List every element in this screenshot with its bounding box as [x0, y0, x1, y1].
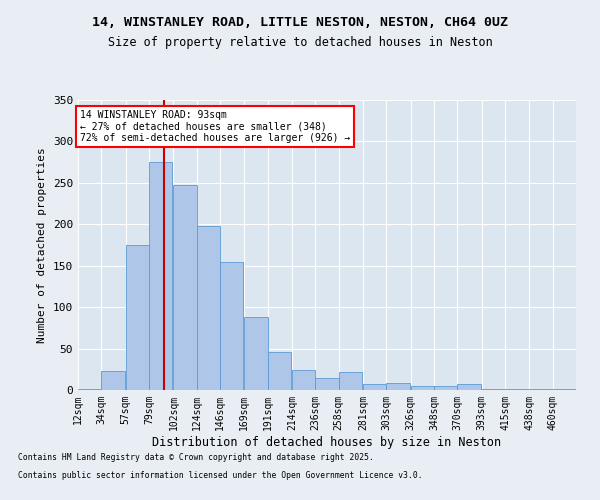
Bar [78, 389, 101, 390]
Bar [220, 262, 243, 390]
Bar [363, 384, 386, 390]
Bar [505, 389, 528, 390]
Bar [126, 245, 149, 390]
Bar [434, 386, 457, 390]
Text: 14 WINSTANLEY ROAD: 93sqm
← 27% of detached houses are smaller (348)
72% of semi: 14 WINSTANLEY ROAD: 93sqm ← 27% of detac… [80, 110, 350, 143]
Text: Contains public sector information licensed under the Open Government Licence v3: Contains public sector information licen… [18, 472, 422, 480]
Bar [482, 389, 505, 390]
Text: Contains HM Land Registry data © Crown copyright and database right 2025.: Contains HM Land Registry data © Crown c… [18, 453, 374, 462]
Bar [244, 317, 268, 390]
Bar [529, 389, 553, 390]
Bar [292, 370, 315, 390]
Bar [316, 378, 338, 390]
Bar [553, 389, 576, 390]
Bar [173, 186, 197, 390]
Bar [457, 384, 481, 390]
Bar [339, 372, 362, 390]
Bar [268, 352, 291, 390]
Y-axis label: Number of detached properties: Number of detached properties [37, 147, 47, 343]
Bar [149, 162, 172, 390]
X-axis label: Distribution of detached houses by size in Neston: Distribution of detached houses by size … [152, 436, 502, 448]
Bar [197, 226, 220, 390]
Bar [101, 371, 125, 390]
Bar [411, 386, 434, 390]
Text: Size of property relative to detached houses in Neston: Size of property relative to detached ho… [107, 36, 493, 49]
Bar [386, 384, 410, 390]
Text: 14, WINSTANLEY ROAD, LITTLE NESTON, NESTON, CH64 0UZ: 14, WINSTANLEY ROAD, LITTLE NESTON, NEST… [92, 16, 508, 29]
